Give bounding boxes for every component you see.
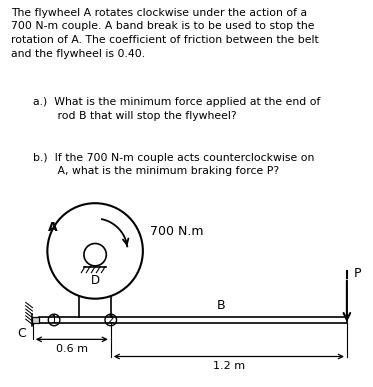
Text: P: P	[354, 267, 361, 280]
Text: D: D	[91, 274, 100, 287]
Text: 0.6 m: 0.6 m	[56, 344, 88, 354]
Text: The flywheel A rotates clockwise under the action of a
700 N-m couple. A band br: The flywheel A rotates clockwise under t…	[11, 8, 319, 58]
Text: 1: 1	[51, 315, 57, 325]
Text: b.)  If the 700 N-m couple acts counterclockwise on
       A, what is the minimu: b.) If the 700 N-m couple acts countercl…	[33, 152, 314, 176]
Text: 1.2 m: 1.2 m	[213, 361, 245, 372]
Text: a.)  What is the minimum force applied at the end of
       rod B that will stop: a.) What is the minimum force applied at…	[33, 97, 320, 120]
Text: 700 N.m: 700 N.m	[150, 225, 203, 238]
Text: B: B	[217, 300, 226, 312]
Text: C: C	[18, 327, 26, 341]
Bar	[39, 317, 347, 323]
Bar	[32, 317, 39, 323]
Text: A: A	[48, 221, 58, 234]
Text: 2: 2	[107, 315, 114, 325]
